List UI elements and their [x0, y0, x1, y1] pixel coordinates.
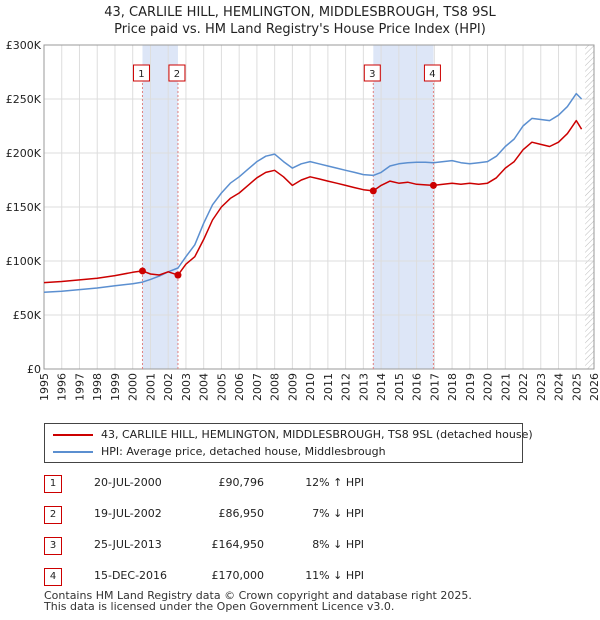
sale-number-badge: 1 [138, 69, 144, 80]
sale-marker-badge: 1 [44, 475, 62, 493]
sales-row: 4 15-DEC-2016 £170,000 11% ↓ HPI [44, 567, 464, 587]
y-tick-label: £100K [6, 255, 42, 268]
x-tick-label: 2015 [393, 373, 406, 401]
y-tick-label: £250K [6, 93, 42, 106]
y-tick-label: £50K [13, 309, 42, 322]
x-tick-label: 2010 [304, 373, 317, 401]
x-tick-label: 1995 [38, 373, 51, 401]
sales-row: 2 19-JUL-2002 £86,950 7% ↓ HPI [44, 505, 464, 525]
footer-copyright: Contains HM Land Registry data © Crown c… [44, 589, 472, 602]
legend-swatch-property [53, 434, 93, 436]
x-tick-label: 2014 [375, 373, 388, 401]
sales-row: 3 25-JUL-2013 £164,950 8% ↓ HPI [44, 536, 464, 556]
x-tick-label: 2004 [198, 373, 211, 401]
sale-date: 25-JUL-2013 [94, 538, 162, 551]
sale-number-badge-box [363, 64, 381, 82]
y-tick-label: £150K [6, 201, 42, 214]
sale-marker-badge: 3 [44, 537, 62, 555]
footer-licence: This data is licensed under the Open Gov… [44, 600, 395, 613]
x-tick-label: 2008 [269, 373, 282, 401]
sale-marker-badge: 4 [44, 568, 62, 586]
chart-title: 43, CARLILE HILL, HEMLINGTON, MIDDLESBRO… [0, 4, 600, 38]
x-tick-label: 2020 [482, 373, 495, 401]
x-tick-label: 2016 [411, 373, 424, 401]
x-tick-label: 2021 [499, 373, 512, 401]
x-tick-label: 2022 [517, 373, 530, 401]
sale-price: £164,950 [211, 538, 265, 551]
x-tick-label: 2001 [144, 373, 157, 401]
plot-frame [43, 44, 595, 370]
x-tick-label: 2002 [162, 373, 175, 401]
footer: Contains HM Land Registry data © Crown c… [44, 590, 472, 612]
legend-label-property: 43, CARLILE HILL, HEMLINGTON, MIDDLESBRO… [101, 428, 533, 441]
x-tick-label: 2005 [215, 373, 228, 401]
sale-point [369, 187, 377, 195]
title-line-1: 43, CARLILE HILL, HEMLINGTON, MIDDLESBRO… [104, 5, 496, 20]
x-tick-label: 2011 [322, 373, 335, 401]
sale-date: 15-DEC-2016 [94, 569, 168, 582]
price-chart: £0 £50K £100K £150K £200K £250K £300K 1995 1996 1… [6, 39, 600, 401]
x-tick-label: 1999 [109, 373, 122, 401]
sale-hpi-change: 11% ↓ HPI [305, 569, 364, 582]
x-tick-label: 2024 [553, 373, 566, 401]
x-tick-label: 2018 [446, 373, 459, 401]
x-tick-label: 2000 [127, 373, 140, 401]
sale-date: 20-JUL-2000 [94, 476, 162, 489]
sale-point [429, 181, 437, 189]
sale-number-badge: 3 [369, 69, 375, 80]
sale-number-badge-box [423, 64, 441, 82]
sale-point [174, 271, 182, 279]
y-tick-label: £300K [6, 39, 42, 52]
sale-price: £90,796 [218, 476, 265, 489]
x-tick-label: 1996 [56, 373, 69, 401]
legend-swatch-hpi [53, 451, 93, 453]
legend: 43, CARLILE HILL, HEMLINGTON, MIDDLESBRO… [44, 423, 533, 463]
title-line-2: Price paid vs. HM Land Registry's House … [114, 22, 486, 37]
sale-hpi-change: 7% ↓ HPI [312, 507, 364, 520]
sale-point [138, 267, 146, 275]
x-tick-label: 2007 [251, 373, 264, 401]
x-tick-label: 2012 [340, 373, 353, 401]
x-tick-label: 2006 [233, 373, 246, 401]
sale-number-badge-box [132, 64, 150, 82]
x-tick-label: 2017 [428, 373, 441, 401]
sale-marker-badge: 2 [44, 506, 62, 524]
x-tick-label: 2009 [286, 373, 299, 401]
sale-date: 19-JUL-2002 [94, 507, 162, 520]
sale-number-badge: 4 [429, 69, 435, 80]
x-tick-label: 2023 [535, 373, 548, 401]
sale-price: £170,000 [211, 569, 265, 582]
sale-price: £86,950 [218, 507, 265, 520]
x-tick-label: 2003 [180, 373, 193, 401]
x-tick-label: 1998 [91, 373, 104, 401]
property-series-line [43, 119, 583, 284]
hpi-series-line [43, 92, 583, 294]
legend-label-hpi: HPI: Average price, detached house, Midd… [101, 445, 386, 458]
x-tick-label: 2026 [588, 373, 600, 401]
x-tick-label: 1997 [73, 373, 86, 401]
y-tick-label: £200K [6, 147, 42, 160]
sale-number-badge-box [168, 64, 186, 82]
x-tick-label: 2025 [570, 373, 583, 401]
sales-row: 1 20-JUL-2000 £90,796 12% ↑ HPI [44, 474, 464, 494]
x-tick-label: 2013 [357, 373, 370, 401]
sale-number-badge: 2 [174, 69, 180, 80]
x-tick-label: 2019 [464, 373, 477, 401]
sale-hpi-change: 8% ↓ HPI [312, 538, 364, 551]
sale-hpi-change: 12% ↑ HPI [305, 476, 364, 489]
y-tick-label: £0 [27, 363, 41, 376]
